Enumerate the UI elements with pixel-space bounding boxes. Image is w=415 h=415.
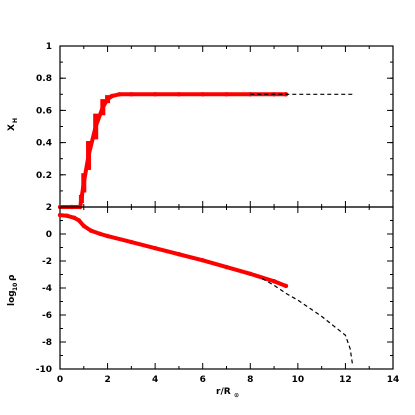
top-series-0-point xyxy=(79,196,84,202)
top-y-tick-label: 0.8 xyxy=(36,74,52,84)
top-y-tick-label: 0.4 xyxy=(36,139,52,149)
bottom-series-0-point xyxy=(76,218,82,223)
top-plot-frame xyxy=(59,45,394,208)
top-y-tick-label: 0.2 xyxy=(36,171,52,181)
bottom-x-tick-label: 2 xyxy=(104,375,110,385)
x-axis-label: r/R xyxy=(216,387,231,397)
bottom-series-0-point xyxy=(200,258,205,263)
top-series-0-point xyxy=(152,92,158,97)
bottom-y-axis-label: log xyxy=(7,290,17,306)
bottom-y-tick-label: -2 xyxy=(42,257,52,267)
top-series-0-point xyxy=(200,92,205,97)
top-y-tick-label: 1 xyxy=(46,42,52,52)
bottom-y-tick-label: -6 xyxy=(42,311,52,321)
x-axis-label-subscript: ⊙ xyxy=(234,392,239,399)
bottom-series-0-point xyxy=(129,239,134,245)
bottom-series-0-point xyxy=(88,228,94,233)
top-y-tick-label: 0.6 xyxy=(36,106,52,116)
top-y-axis-label: X xyxy=(7,124,17,131)
bottom-y-axis-label-subscript: 10 xyxy=(12,283,19,291)
top-series-0-point xyxy=(86,153,91,158)
bottom-series-0-point xyxy=(57,212,63,218)
bottom-y-tick-label: -4 xyxy=(42,284,52,294)
bottom-series-0-point xyxy=(81,223,86,229)
bottom-series-0-point xyxy=(72,215,77,220)
bottom-x-tick-label: 8 xyxy=(247,375,253,385)
top-series-0-point xyxy=(105,96,110,102)
top-panel: 0.2 0.4 0.6 0.8 1 2 xyxy=(36,42,394,213)
top-series-0-point xyxy=(110,93,115,99)
bottom-x-tick-label: 4 xyxy=(152,375,158,385)
top-series-0-point xyxy=(176,92,182,97)
bottom-series-0-point xyxy=(98,231,103,237)
bottom-y-tick-label: -10 xyxy=(36,365,52,375)
bottom-plot-frame xyxy=(59,206,394,370)
bottom-y-axis-label-suffix: ρ xyxy=(7,274,17,281)
top-series-0-point xyxy=(93,124,98,129)
bottom-series-0-point xyxy=(64,213,70,218)
top-series-0-point xyxy=(129,92,134,97)
bottom-y-tick-label: -8 xyxy=(42,338,52,348)
bottom-series-0-point xyxy=(271,279,277,284)
top-series-0-band xyxy=(58,92,288,209)
bottom-series-1-dashed-line xyxy=(261,278,354,366)
top-y-axis-label-subscript: H xyxy=(12,118,19,123)
bottom-x-tick-label: 0 xyxy=(57,375,63,385)
bottom-x-tick-label: 14 xyxy=(387,375,400,385)
top-series-0-point xyxy=(100,104,106,110)
bottom-series-0-band xyxy=(58,213,288,288)
bottom-x-tick-label: 10 xyxy=(292,375,305,385)
bottom-x-tick-label: 6 xyxy=(200,375,206,385)
bottom-series-0-point xyxy=(248,271,253,277)
bottom-series-0-point xyxy=(176,252,182,257)
bottom-series-0-point xyxy=(224,264,229,270)
bottom-series-0-point xyxy=(105,233,110,239)
bottom-series-0-point xyxy=(283,283,289,289)
bottom-series-0-point xyxy=(152,245,158,251)
bottom-x-tick-label: 12 xyxy=(339,375,352,385)
bottom-y-tick-label: 0 xyxy=(46,230,52,240)
bottom-panel: -10 -8 -6 -4 -2 0 0 2 4 6 8 10 12 14 xyxy=(36,206,400,385)
top-bottom-tick-label: 2 xyxy=(46,203,52,213)
top-series-0-point xyxy=(224,92,229,97)
top-series-0-point xyxy=(81,180,86,186)
top-series-0-point xyxy=(117,92,122,97)
